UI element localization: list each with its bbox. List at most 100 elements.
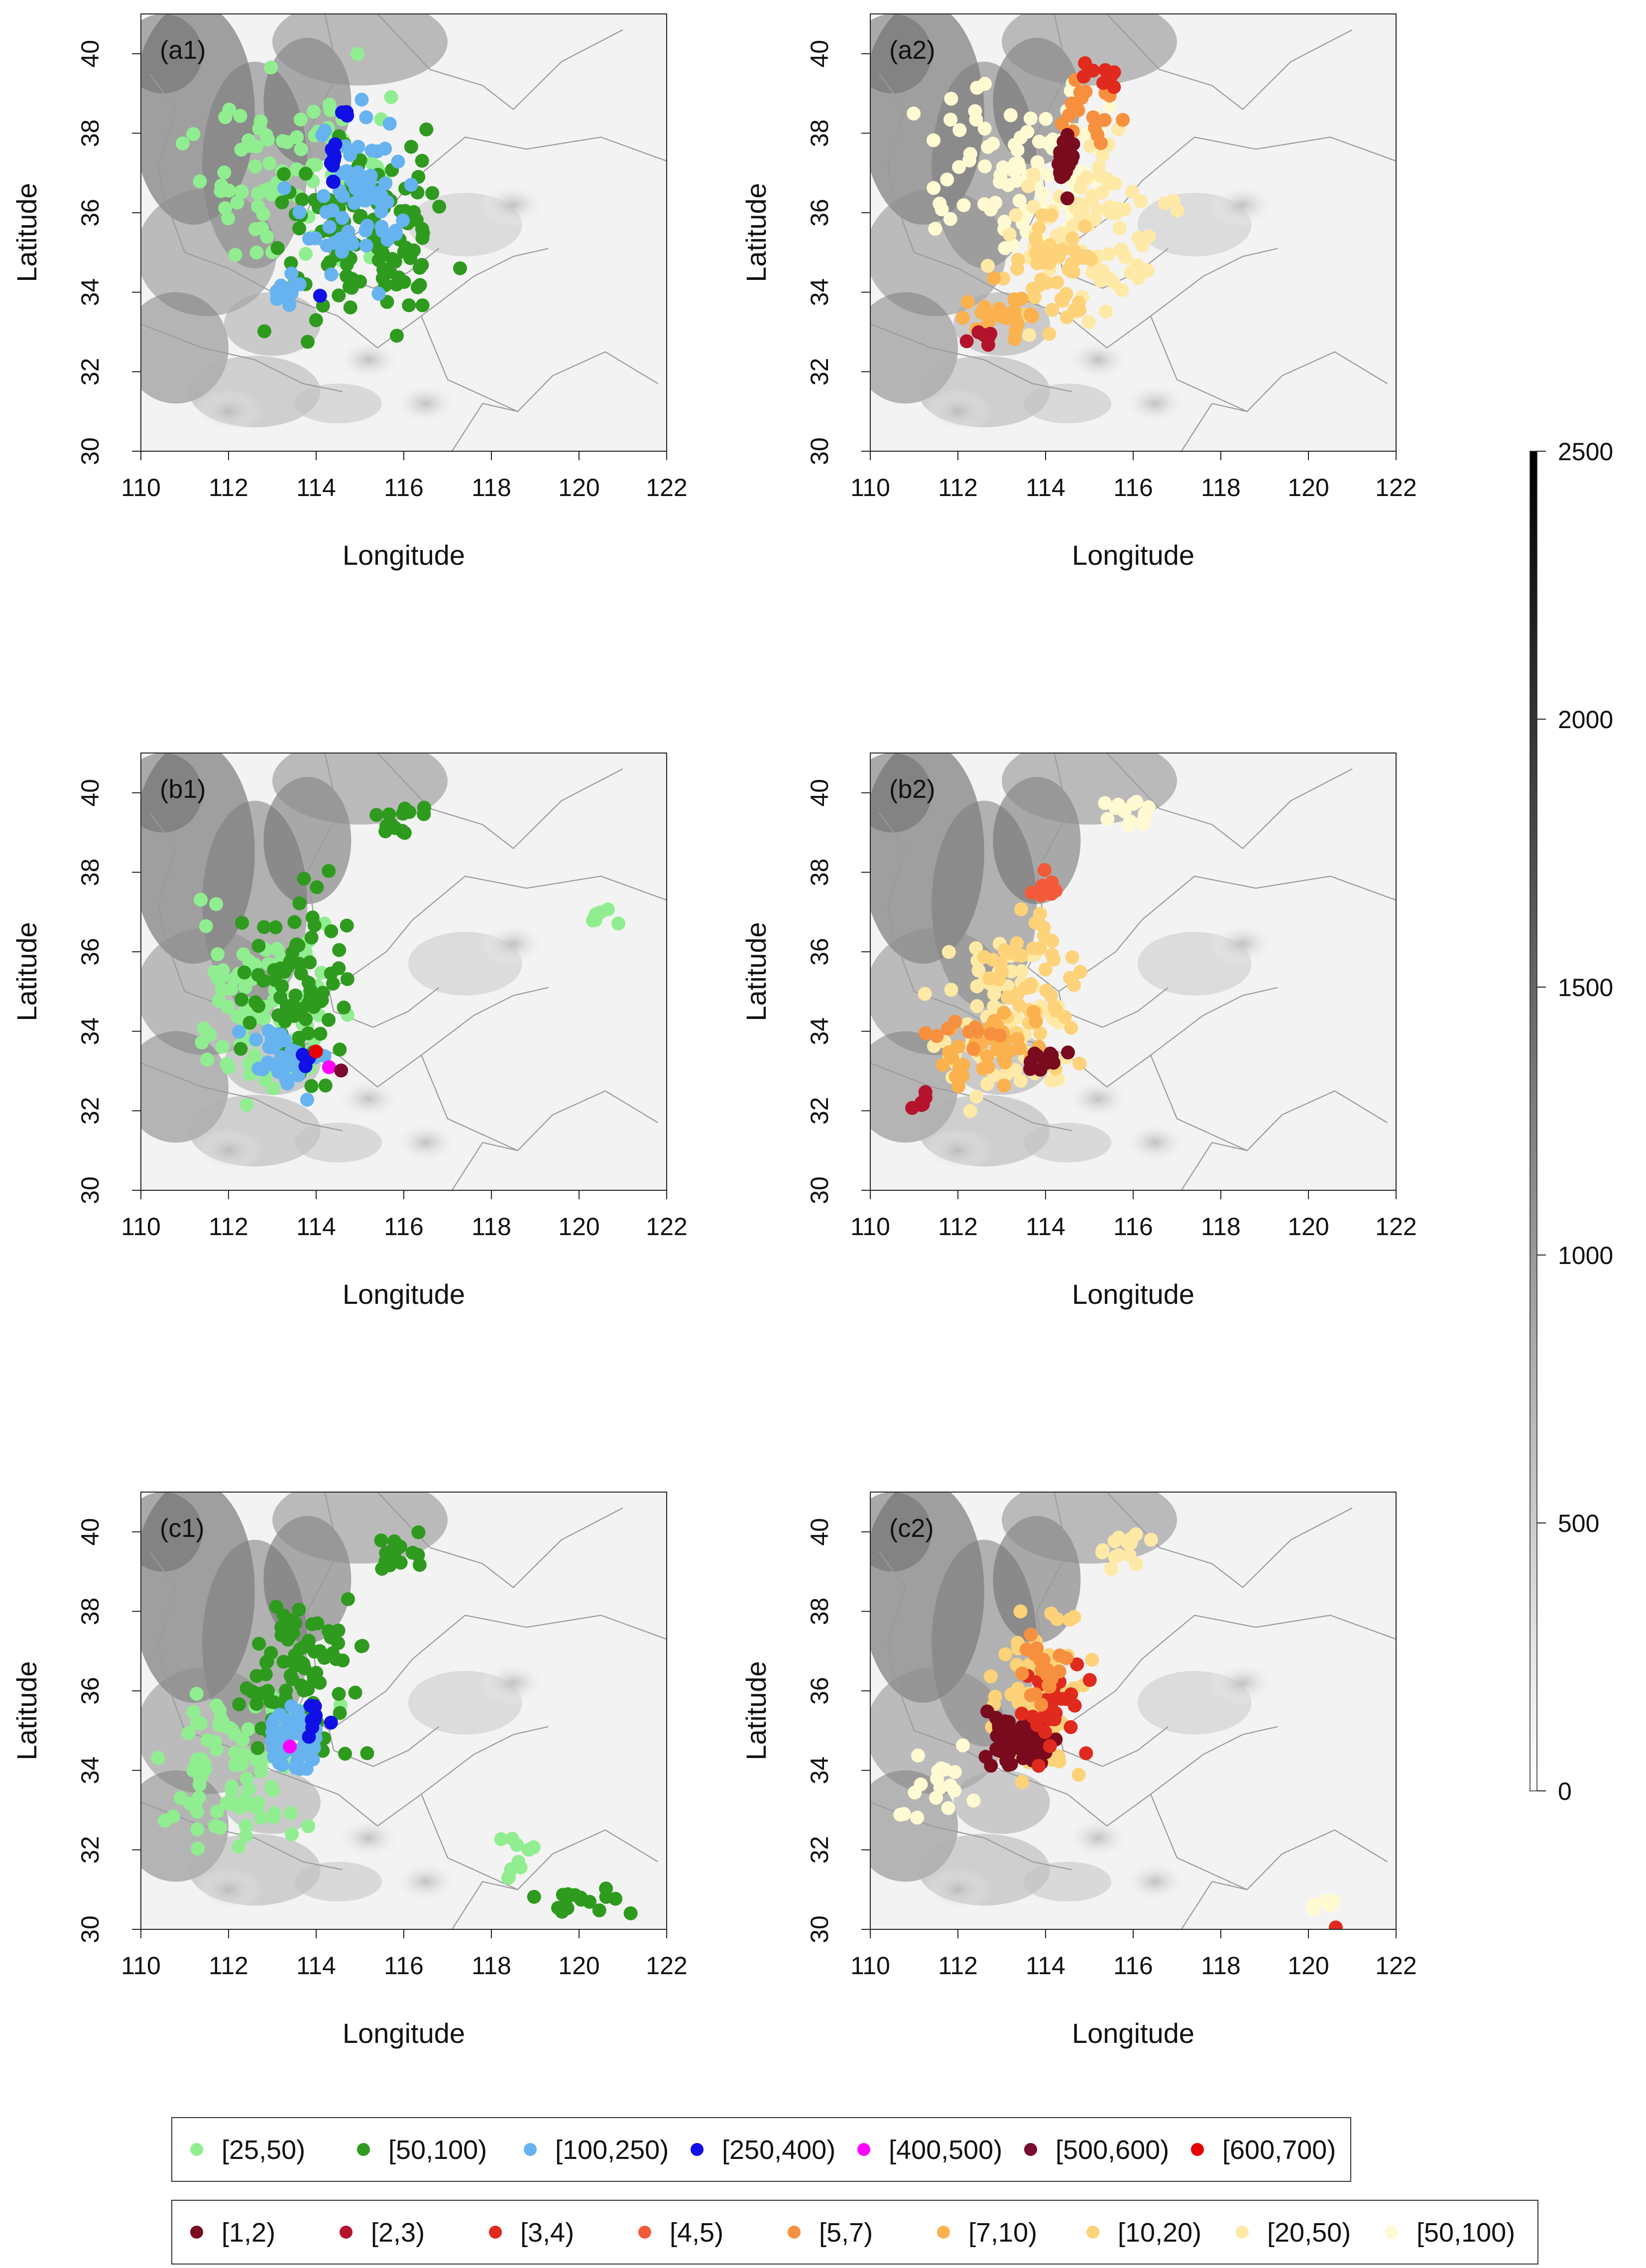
panel-label: (a2) xyxy=(889,36,935,65)
station-point xyxy=(188,1759,203,1773)
panel-c2: (c2) 110 112 114 116 118 120 122 30 32 34 36 38 40 Lon… xyxy=(740,1492,1417,2049)
y-tick-label: 32 xyxy=(806,1836,833,1864)
station-point xyxy=(307,1668,321,1683)
legend-label: [500,600) xyxy=(1056,2135,1169,2165)
legend-ranks: [1,2) [2,3) [3,4) [4,5) [5,7) [7,10) [10,20) [2… xyxy=(171,2200,1538,2265)
y-tick-label: 38 xyxy=(76,120,104,147)
station-point xyxy=(232,1024,246,1039)
station-point xyxy=(300,1093,314,1107)
station-point xyxy=(941,1801,955,1815)
station-point xyxy=(288,988,303,1003)
terrain-shading xyxy=(141,753,203,833)
station-point xyxy=(623,1906,638,1920)
x-tick-label: 110 xyxy=(850,474,890,502)
station-points xyxy=(194,800,625,1112)
elevation-colorbar: 0 500 1000 1500 2000 2500 xyxy=(1529,438,1613,1805)
station-point xyxy=(1021,179,1035,193)
station-point xyxy=(318,124,332,138)
legend-label: [5,7) xyxy=(819,2218,873,2248)
station-point xyxy=(273,1708,287,1722)
station-point xyxy=(555,1904,569,1919)
station-point xyxy=(1010,936,1024,950)
panel-b1: (b1) 110 112 114 116 118 120 122 30 32 34 36 38 40 Lon… xyxy=(11,753,688,1310)
station-point xyxy=(313,1026,328,1041)
x-tick-label: 120 xyxy=(1288,1952,1329,1980)
station-point xyxy=(396,825,410,839)
station-point xyxy=(945,1051,959,1065)
station-point xyxy=(918,1085,933,1099)
station-points xyxy=(905,795,1156,1118)
terrain-shading xyxy=(141,189,277,316)
panel-label: (c2) xyxy=(889,1514,934,1543)
station-point xyxy=(1065,950,1079,965)
station-point xyxy=(952,160,966,174)
station-point xyxy=(1144,1532,1158,1547)
station-point xyxy=(360,1746,374,1761)
station-point xyxy=(976,1061,990,1076)
province-border xyxy=(1058,1615,1396,1731)
station-point xyxy=(1038,1725,1052,1739)
station-point xyxy=(238,1819,253,1833)
station-point xyxy=(249,1697,264,1711)
terrain-shading xyxy=(391,1859,461,1904)
station-point xyxy=(1021,1735,1035,1749)
station-point xyxy=(213,1703,227,1718)
station-point xyxy=(266,1695,281,1709)
station-point xyxy=(1166,194,1180,208)
station-point xyxy=(1024,1688,1038,1702)
station-point xyxy=(226,1797,240,1811)
terrain-shading xyxy=(1120,1859,1190,1904)
station-point xyxy=(313,1644,327,1658)
station-point xyxy=(316,189,331,203)
station-point xyxy=(1093,136,1108,150)
legend-entry: [5,7) xyxy=(788,2218,873,2248)
station-point xyxy=(332,288,346,303)
station-point xyxy=(432,199,447,214)
terrain-shading xyxy=(1063,1815,1133,1861)
y-tick-label: 36 xyxy=(806,199,833,227)
station-point xyxy=(304,930,319,945)
station-point xyxy=(221,1000,235,1014)
y-tick-label: 32 xyxy=(806,358,833,386)
station-point xyxy=(390,329,404,343)
station-point xyxy=(1025,309,1040,324)
province-border xyxy=(149,1551,177,1671)
x-tick-label: 118 xyxy=(1201,1952,1241,1980)
province-border xyxy=(451,1881,518,1929)
station-point xyxy=(404,139,418,154)
station-point xyxy=(375,271,390,285)
station-point xyxy=(1015,1775,1029,1789)
legend-label: [50,100) xyxy=(388,2135,487,2165)
station-point xyxy=(284,1043,299,1057)
station-point xyxy=(1086,110,1100,125)
station-point xyxy=(938,1763,952,1777)
station-point xyxy=(324,966,338,981)
station-point xyxy=(1075,174,1090,188)
station-point xyxy=(309,313,323,327)
station-point xyxy=(1015,964,1029,979)
x-axis-label: Longitude xyxy=(1072,539,1194,571)
station-point xyxy=(919,1026,933,1040)
station-point xyxy=(978,159,992,174)
x-axis-label: Longitude xyxy=(343,2017,465,2049)
x-tick-label: 122 xyxy=(1375,1952,1416,1980)
terrain-shading xyxy=(1002,1492,1177,1564)
station-point xyxy=(292,221,306,236)
station-point xyxy=(1026,1710,1040,1724)
station-point xyxy=(513,1860,528,1875)
station-point xyxy=(1038,962,1053,977)
legend-entry: [250,400) xyxy=(691,2135,835,2165)
legend-label: [4,5) xyxy=(670,2218,723,2248)
panel-label: (a1) xyxy=(160,36,206,65)
station-point xyxy=(927,181,941,195)
station-point xyxy=(270,241,285,255)
station-point xyxy=(262,1040,276,1054)
station-point xyxy=(1050,1612,1064,1627)
x-tick-label: 114 xyxy=(296,1952,336,1980)
station-point xyxy=(1041,136,1055,150)
station-point xyxy=(295,192,309,207)
y-tick-label: 38 xyxy=(806,859,833,886)
x-axis-label: Longitude xyxy=(343,1278,465,1310)
station-point xyxy=(283,1668,298,1683)
station-point xyxy=(968,104,982,119)
